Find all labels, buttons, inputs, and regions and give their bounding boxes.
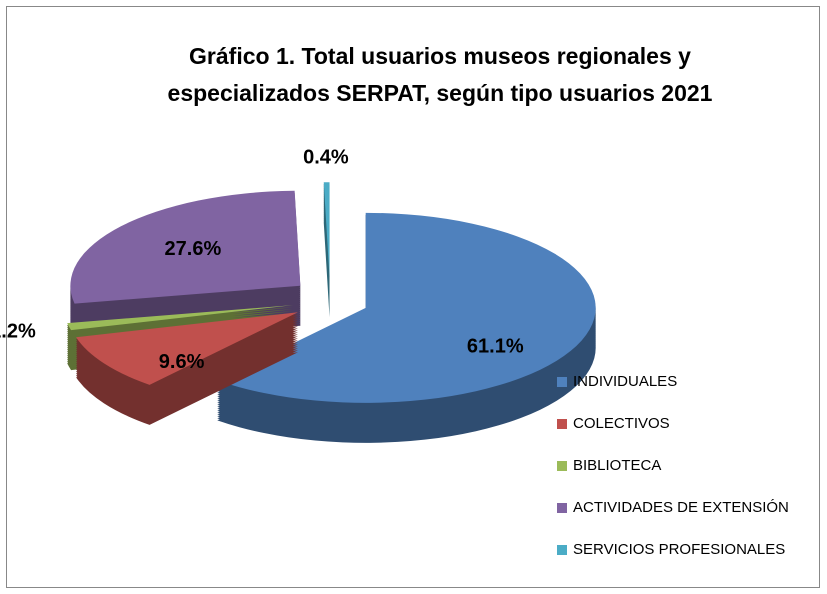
chart-frame [6,6,820,588]
legend-label: COLECTIVOS [573,415,670,432]
legend-label: SERVICIOS PROFESIONALES [573,541,785,558]
chart-title: Gráfico 1. Total usuarios museos regiona… [167,43,713,106]
legend-swatch [557,461,567,471]
legend-label: ACTIVIDADES DE EXTENSIÓN [573,499,789,516]
slice [70,190,301,304]
data-label: 27.6% [165,238,222,260]
slice [217,212,596,403]
slice [67,305,293,331]
data-label: 9.6% [159,351,205,373]
data-label: 0.4% [303,147,349,169]
slice [76,312,298,385]
legend-swatch [557,419,567,429]
legend-label: INDIVIDUALES [573,373,677,390]
legend-label: BIBLIOTECA [573,457,661,474]
legend-swatch [557,545,567,555]
data-label: 61.1% [467,336,524,358]
slice [323,182,330,278]
data-label: 1.2% [0,320,36,342]
legend-swatch [557,377,567,387]
legend-swatch [557,503,567,513]
